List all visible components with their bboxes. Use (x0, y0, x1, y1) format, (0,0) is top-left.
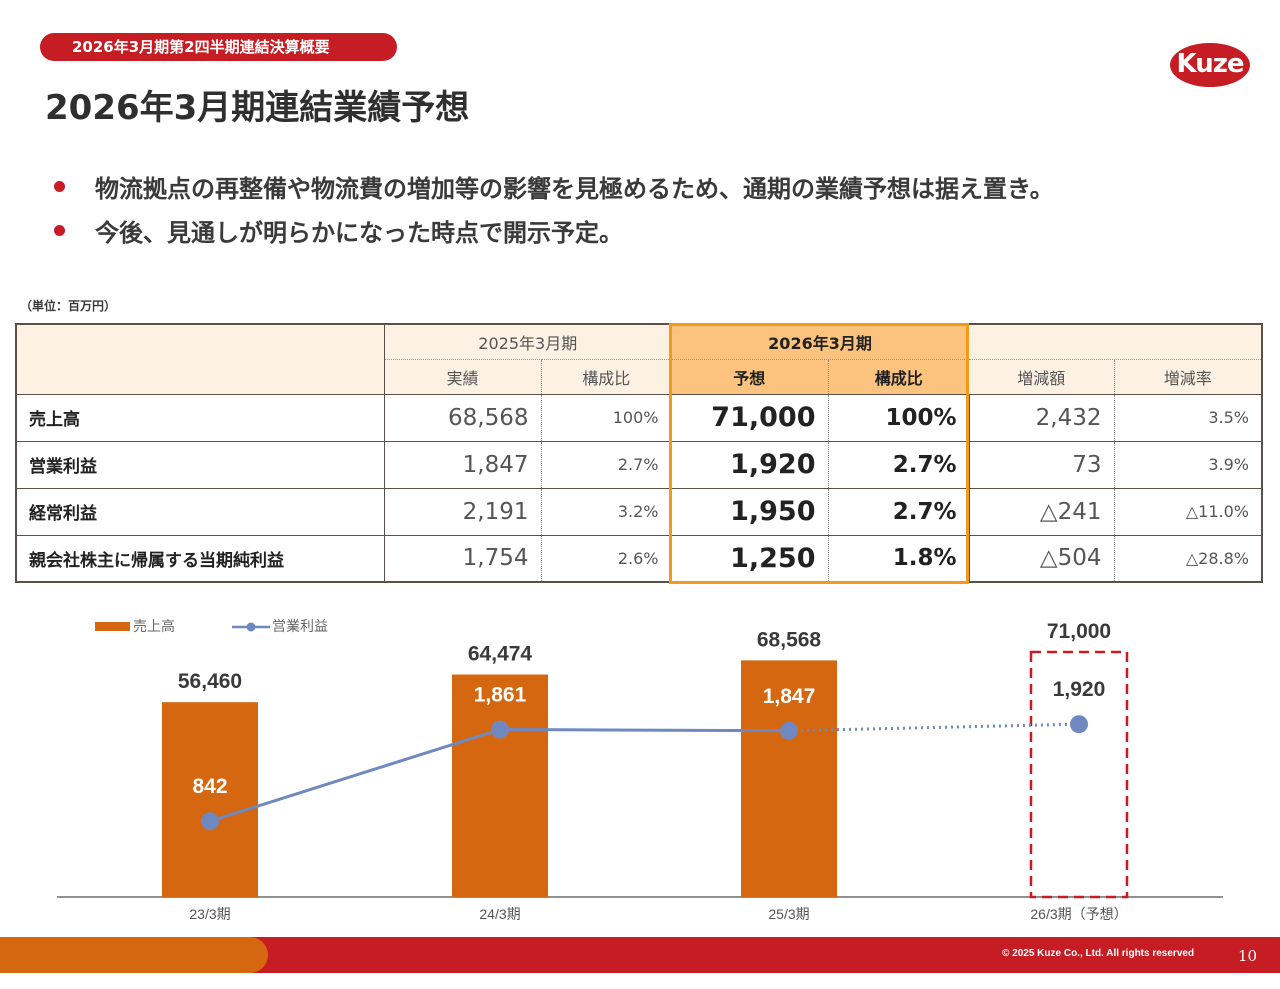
profit-marker (1070, 715, 1088, 734)
cell-change-rate: 3.9% (1114, 440, 1263, 488)
cell-prior-actual: 1,847 (384, 440, 542, 488)
copyright: © 2025 Kuze Co., Ltd. All rights reserve… (1002, 948, 1195, 959)
cell-prior-actual: 1,754 (384, 534, 542, 582)
table-sub-header-row: 実績 構成比 予想 構成比 増減額 増減率 (16, 359, 1263, 394)
bar (162, 702, 258, 897)
cell-forecast: 1,250 (671, 534, 829, 582)
profit-value-label: 1,920 (1053, 678, 1106, 701)
forecast-table: 2025年3月期 2026年3月期 実績 構成比 予想 構成比 増減額 増減率 … (15, 323, 1264, 583)
cell-forecast-ratio: 2.7% (828, 440, 970, 488)
header-fy2025: 2025年3月期 (384, 324, 671, 360)
cell-forecast: 1,920 (671, 440, 829, 488)
row-label: 営業利益 (16, 440, 385, 488)
page-number: 10 (1238, 947, 1258, 965)
row-label: 売上高 (16, 393, 385, 441)
header-actual: 実績 (384, 359, 542, 394)
x-tick-label: 23/3期 (189, 906, 230, 922)
header-change-rate: 増減率 (1114, 359, 1263, 394)
cell-prior-actual: 2,191 (384, 487, 542, 535)
profit-value-label: 1,861 (474, 684, 527, 707)
cell-change-rate: △11.0% (1114, 487, 1263, 535)
footer-bar: © 2025 Kuze Co., Ltd. All rights reserve… (0, 937, 1280, 973)
bullet-text: 今後、見通しが明らかになった時点で開示予定。 (95, 218, 623, 247)
cell-prior-actual: 68,568 (384, 393, 542, 441)
cell-change: △241 (969, 487, 1115, 535)
bar (452, 674, 548, 897)
bar-forecast (1029, 650, 1129, 899)
cell-forecast-ratio: 100% (828, 393, 970, 441)
footer-accent (0, 937, 268, 973)
bullet-item: 今後、見通しが明らかになった時点で開示予定。 (52, 208, 1054, 252)
cell-change: 73 (969, 440, 1115, 488)
unit-label: （単位：百万円） (20, 299, 117, 313)
header-change-group (969, 324, 1263, 360)
cell-change-rate: 3.5% (1114, 393, 1263, 441)
cell-forecast-ratio: 1.8% (828, 534, 970, 582)
profit-marker (201, 812, 219, 831)
legend-sales-swatch (95, 622, 130, 631)
header-change: 増減額 (969, 359, 1115, 394)
table-row: 経常利益 2,191 3.2% 1,950 2.7% △241 △11.0% (16, 487, 1263, 535)
profit-line-forecast-segment (788, 722, 1080, 733)
header-forecast-ratio: 構成比 (828, 359, 970, 394)
x-tick-label: 25/3期 (768, 906, 809, 922)
profit-value-label: 1,847 (763, 685, 816, 708)
cell-prior-ratio: 2.6% (541, 534, 672, 582)
profit-line-segment (209, 728, 501, 823)
header-forecast: 予想 (671, 359, 829, 394)
x-tick-label: 24/3期 (479, 906, 520, 922)
table-group-header-row: 2025年3月期 2026年3月期 (16, 324, 1263, 394)
cell-forecast: 1,950 (671, 487, 829, 535)
x-tick-label: 26/3期（予想） (1030, 906, 1127, 922)
section-badge: 2026年3月期第2四半期連結決算概要 (40, 33, 397, 61)
profit-marker (780, 721, 798, 740)
table-row: 売上高 68,568 100% 71,000 100% 2,432 3.5% (16, 393, 1263, 441)
legend-profit-marker (246, 622, 256, 632)
legend-profit-label: 営業利益 (272, 618, 328, 634)
header-fy2026: 2026年3月期 (671, 324, 970, 360)
bar-value-label: 71,000 (1047, 620, 1111, 643)
page-title: 2026年3月期連結業績予想 (45, 88, 470, 128)
sales-profit-chart: 売上高 営業利益 56,460 23/3期 64,474 24/3期 68,568 25/3期… (57, 618, 1223, 922)
cell-forecast: 71,000 (671, 393, 829, 441)
bullet-dot-icon (54, 224, 65, 236)
header-prior-ratio: 構成比 (541, 359, 671, 394)
bullet-item: 物流拠点の再整備や物流費の増加等の影響を見極めるため、通期の業績予想は据え置き。 (52, 164, 1054, 208)
cell-change-rate: △28.8% (1114, 534, 1263, 582)
cell-forecast-ratio: 2.7% (828, 487, 970, 535)
table-row: 営業利益 1,847 2.7% 1,920 2.7% 73 3.9% (16, 440, 1263, 488)
row-label: 親会社株主に帰属する当期純利益 (16, 534, 385, 582)
cell-prior-ratio: 3.2% (541, 487, 672, 535)
table-corner (16, 324, 385, 394)
bullet-list: 物流拠点の再整備や物流費の増加等の影響を見極めるため、通期の業績予想は据え置き。… (52, 164, 1054, 252)
profit-marker (491, 720, 509, 739)
cell-change: 2,432 (969, 393, 1115, 441)
cell-prior-ratio: 2.7% (541, 440, 672, 488)
profit-line-segment (499, 728, 790, 733)
legend-sales-label: 売上高 (133, 618, 175, 634)
row-label: 経常利益 (16, 487, 385, 535)
kuze-logo: Kuze (1170, 43, 1250, 87)
cell-change: △504 (969, 534, 1115, 582)
bullet-text: 物流拠点の再整備や物流費の増加等の影響を見極めるため、通期の業績予想は据え置き。 (95, 174, 1054, 203)
bar-value-label: 64,474 (468, 643, 533, 666)
profit-value-label: 842 (192, 775, 227, 798)
bar-value-label: 56,460 (178, 670, 242, 693)
bullet-dot-icon (54, 180, 65, 192)
bar-value-label: 68,568 (757, 628, 822, 651)
bar (741, 660, 837, 897)
table-row: 親会社株主に帰属する当期純利益 1,754 2.6% 1,250 1.8% △5… (16, 534, 1263, 582)
cell-prior-ratio: 100% (541, 393, 672, 441)
